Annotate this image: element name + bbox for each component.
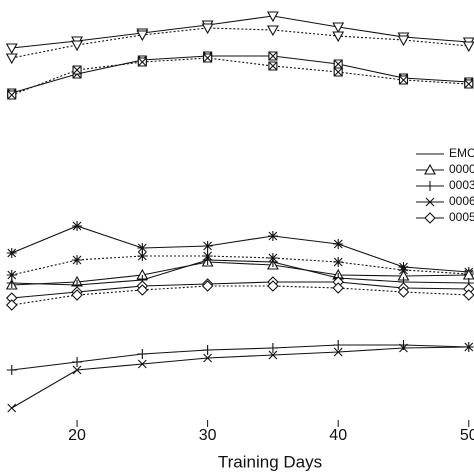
point-marker <box>5 43 18 55</box>
point-marker <box>201 280 214 292</box>
series-line <box>11 344 469 371</box>
point-marker <box>136 284 149 296</box>
x-tick-label: 40 <box>329 427 347 444</box>
x-tick-label: 30 <box>199 427 217 444</box>
x-axis-label: Training Days <box>218 452 322 471</box>
point-marker <box>464 342 474 352</box>
legend-marker <box>425 181 435 191</box>
series-line <box>11 27 469 59</box>
point-marker <box>267 231 278 241</box>
point-marker <box>266 11 279 23</box>
point-marker <box>201 23 214 35</box>
point-marker <box>332 22 345 34</box>
point-marker <box>137 251 148 261</box>
point-marker <box>333 67 343 77</box>
series-line <box>11 285 469 306</box>
point-marker <box>5 299 18 311</box>
point-marker <box>6 270 17 280</box>
series-line <box>11 346 469 409</box>
point-marker <box>267 257 278 267</box>
legend-label: 0006 <box>449 194 474 208</box>
series-line <box>11 255 469 276</box>
point-marker <box>203 353 213 363</box>
point-marker <box>333 239 344 249</box>
legend-label: 0003 <box>449 178 474 192</box>
point-marker <box>268 51 278 61</box>
point-marker <box>333 340 344 350</box>
point-marker <box>266 25 279 37</box>
legend-marker <box>425 197 435 207</box>
legend-marker <box>424 212 436 224</box>
point-marker <box>7 403 17 413</box>
legend-label: 0005 <box>449 210 474 224</box>
point-marker <box>6 278 17 288</box>
point-marker <box>72 357 83 367</box>
point-marker <box>268 61 278 71</box>
point-marker <box>332 282 344 294</box>
point-marker <box>397 35 410 47</box>
point-marker <box>72 255 83 265</box>
x-tick-label: 20 <box>68 427 86 444</box>
point-marker <box>332 31 345 43</box>
point-marker <box>268 350 278 360</box>
x-tick-label: 50 <box>460 427 474 444</box>
legend-marker <box>424 163 436 175</box>
series-line <box>11 225 469 273</box>
legend-label: 0000 <box>449 162 474 176</box>
series-line <box>11 281 469 299</box>
point-marker <box>464 79 474 89</box>
point-marker <box>398 75 409 85</box>
point-marker <box>72 365 82 375</box>
point-marker <box>7 90 17 100</box>
point-marker <box>202 241 213 251</box>
series-line <box>11 259 469 286</box>
point-marker <box>399 343 408 353</box>
point-marker <box>397 286 410 298</box>
point-marker <box>267 343 278 353</box>
point-marker <box>333 257 344 267</box>
point-marker <box>72 65 82 75</box>
point-marker <box>267 280 279 292</box>
point-marker <box>462 289 474 301</box>
point-marker <box>137 349 148 359</box>
point-marker <box>137 57 147 67</box>
point-marker <box>137 359 147 369</box>
series-line <box>11 57 469 96</box>
legend: EMC 0000 0003 0006 0005 <box>416 146 474 224</box>
point-marker <box>462 41 474 53</box>
point-marker <box>203 53 213 63</box>
point-marker <box>136 30 149 42</box>
legend-label: EMC <box>449 146 474 160</box>
point-marker <box>71 40 83 52</box>
point-marker <box>6 365 17 375</box>
point-marker <box>202 345 213 355</box>
series-line <box>11 261 469 286</box>
point-marker <box>137 243 148 253</box>
point-marker <box>72 221 83 231</box>
point-marker <box>5 53 18 65</box>
point-marker <box>71 289 83 301</box>
point-marker <box>6 248 17 258</box>
point-marker <box>202 255 213 265</box>
point-marker <box>333 59 343 69</box>
point-marker <box>333 347 343 357</box>
series-line <box>11 55 469 94</box>
series-line <box>11 15 469 49</box>
